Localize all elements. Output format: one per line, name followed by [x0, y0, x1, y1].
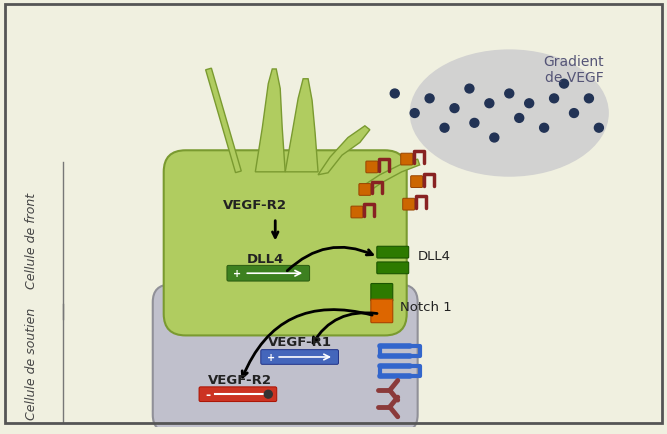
Text: DLL4: DLL4	[247, 252, 284, 265]
Circle shape	[505, 90, 514, 99]
Circle shape	[465, 85, 474, 94]
Circle shape	[470, 119, 479, 128]
Circle shape	[525, 100, 534, 108]
Ellipse shape	[410, 50, 609, 178]
Circle shape	[410, 109, 419, 118]
Polygon shape	[285, 79, 318, 172]
Text: +: +	[267, 352, 275, 362]
Circle shape	[390, 90, 400, 99]
FancyBboxPatch shape	[377, 262, 409, 274]
Polygon shape	[318, 126, 370, 175]
Text: Cellule de soutien: Cellule de soutien	[25, 307, 38, 419]
FancyBboxPatch shape	[153, 285, 418, 432]
Circle shape	[515, 114, 524, 123]
Circle shape	[485, 100, 494, 108]
Circle shape	[584, 95, 594, 104]
Circle shape	[490, 134, 499, 143]
Circle shape	[425, 95, 434, 104]
FancyBboxPatch shape	[377, 247, 409, 258]
FancyBboxPatch shape	[411, 176, 423, 188]
FancyBboxPatch shape	[199, 387, 277, 401]
FancyBboxPatch shape	[371, 299, 393, 323]
FancyArrow shape	[205, 69, 241, 173]
Circle shape	[550, 95, 558, 104]
Circle shape	[570, 109, 578, 118]
FancyBboxPatch shape	[359, 184, 371, 196]
Text: Notch 1: Notch 1	[400, 300, 452, 313]
Text: VEGF-R1: VEGF-R1	[268, 335, 332, 348]
Circle shape	[450, 105, 459, 113]
Text: VEGF-R2: VEGF-R2	[208, 373, 272, 386]
FancyBboxPatch shape	[227, 266, 309, 281]
Circle shape	[264, 391, 272, 398]
Text: VEGF-R2: VEGF-R2	[223, 198, 287, 211]
FancyBboxPatch shape	[371, 284, 393, 302]
Polygon shape	[255, 70, 285, 172]
Text: Cellule de front: Cellule de front	[25, 193, 38, 289]
FancyBboxPatch shape	[401, 154, 413, 166]
Circle shape	[594, 124, 604, 133]
FancyBboxPatch shape	[403, 199, 415, 210]
Text: -: -	[205, 388, 211, 401]
FancyBboxPatch shape	[351, 207, 363, 218]
Text: Gradient
de VEGF: Gradient de VEGF	[544, 55, 604, 85]
Text: DLL4: DLL4	[418, 249, 451, 262]
Circle shape	[540, 124, 548, 133]
FancyBboxPatch shape	[366, 162, 378, 174]
FancyBboxPatch shape	[261, 350, 338, 365]
Circle shape	[440, 124, 449, 133]
Text: +: +	[233, 269, 241, 279]
FancyBboxPatch shape	[163, 151, 407, 335]
Circle shape	[560, 80, 568, 89]
Polygon shape	[362, 160, 420, 195]
